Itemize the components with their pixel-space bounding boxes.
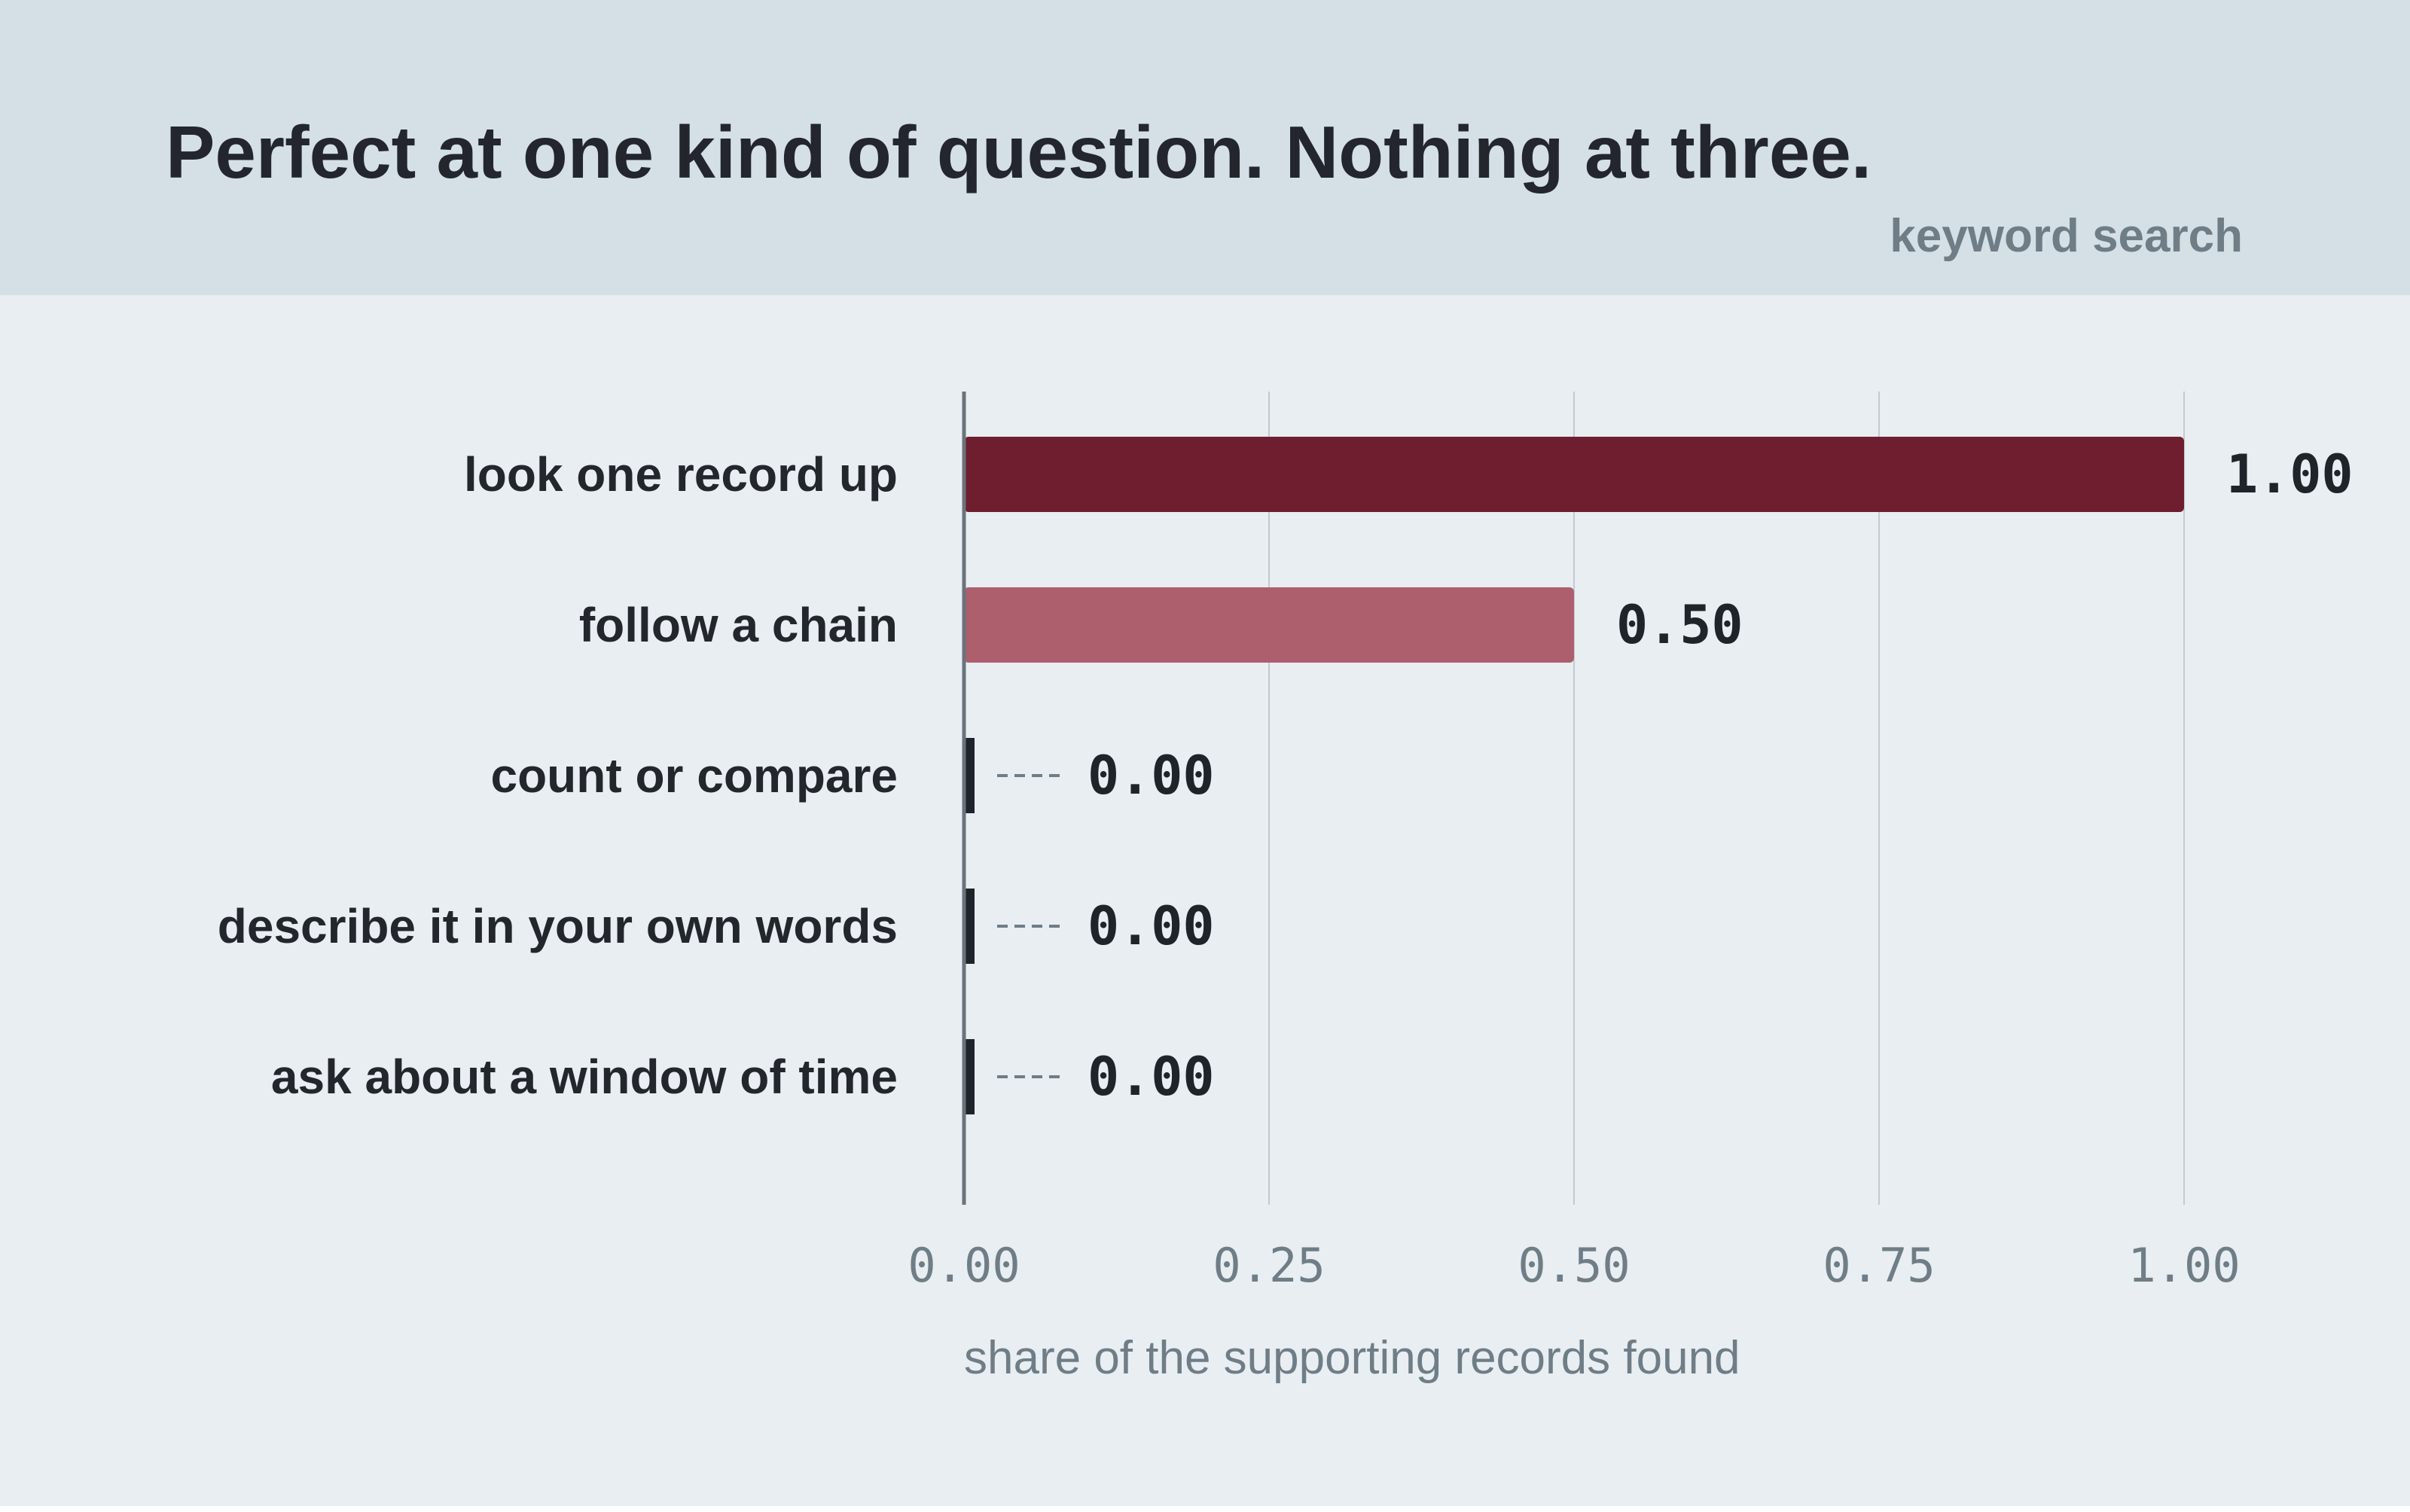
zero-bar-marker — [965, 738, 975, 813]
x-tick-label: 0.75 — [1823, 1238, 1935, 1293]
bar — [964, 437, 2184, 512]
chart-title: Perfect at one kind of question. Nothing… — [166, 111, 1872, 194]
category-label: ask about a window of time — [271, 1050, 898, 1104]
bar — [964, 587, 1574, 663]
value-label: 0.00 — [1088, 745, 1215, 806]
x-tick-label: 0.25 — [1213, 1238, 1325, 1293]
gridlines — [1268, 392, 2185, 1205]
chart-subtitle: keyword search — [1890, 210, 2243, 262]
value-label: 0.00 — [1088, 895, 1215, 957]
value-label: 1.00 — [2226, 444, 2354, 505]
category-label: look one record up — [464, 447, 898, 501]
bars — [964, 437, 2184, 1114]
zero-bar-marker — [965, 1039, 975, 1114]
x-tick-label: 0.00 — [908, 1238, 1020, 1293]
x-axis-label: share of the supporting records found — [964, 1332, 1740, 1384]
labels: 0.00 0.25 0.50 0.75 1.00 look one record up 1.… — [218, 444, 2354, 1293]
x-tick-label: 1.00 — [2128, 1238, 2240, 1293]
value-label: 0.00 — [1088, 1046, 1215, 1108]
category-label: count or compare — [490, 748, 898, 803]
category-label: describe it in your own words — [218, 899, 898, 953]
x-tick-label: 0.50 — [1518, 1238, 1630, 1293]
header-band: Perfect at one kind of question. Nothing… — [0, 0, 2410, 295]
zero-bar-marker — [965, 889, 975, 964]
category-label: follow a chain — [579, 598, 898, 652]
value-label: 0.50 — [1616, 594, 1743, 656]
